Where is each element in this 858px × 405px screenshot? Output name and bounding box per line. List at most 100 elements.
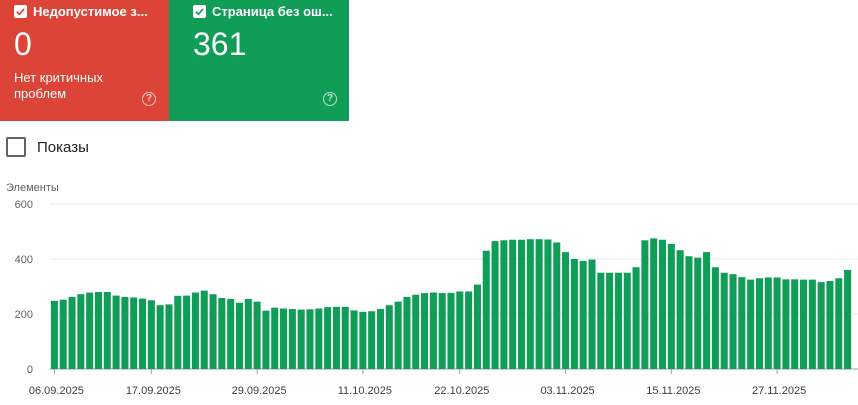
bar <box>350 310 358 369</box>
x-tick-label: 29.09.2025 <box>232 385 287 397</box>
bar <box>341 306 349 369</box>
bar <box>50 300 58 369</box>
bar <box>509 239 517 369</box>
bar <box>588 259 596 369</box>
bar <box>235 302 244 369</box>
bar <box>130 297 138 369</box>
bar <box>535 239 543 369</box>
card-subtitle-line: проблем <box>14 86 67 101</box>
status-card-valid[interactable]: Страница без ош... 361 ? <box>169 0 349 121</box>
bar <box>729 274 737 369</box>
impressions-checkbox[interactable] <box>6 137 26 157</box>
bar <box>183 295 191 369</box>
bar <box>755 278 763 369</box>
bar <box>623 272 631 369</box>
help-circle-icon[interactable]: ? <box>323 92 337 106</box>
bar <box>658 239 667 369</box>
bar <box>579 260 587 369</box>
bar <box>288 309 296 369</box>
bar <box>421 293 429 369</box>
card-subtitle-line: Нет критичных <box>14 70 103 85</box>
y-tick-label: 200 <box>15 309 33 321</box>
bar <box>376 309 385 369</box>
bar <box>412 294 420 369</box>
bar <box>597 272 605 369</box>
bar <box>139 298 147 369</box>
bar <box>606 272 614 369</box>
status-card-invalid[interactable]: Недопустимое з... 0 Нет критичных пробле… <box>0 0 169 121</box>
bar <box>641 240 649 369</box>
bar <box>227 298 235 370</box>
bar <box>482 250 490 369</box>
bar <box>315 308 323 369</box>
bar <box>385 305 393 369</box>
bar <box>403 296 411 369</box>
card-value: 361 <box>193 26 247 62</box>
bar <box>685 256 693 369</box>
x-tick-label: 17.09.2025 <box>126 385 181 397</box>
bar <box>808 279 816 370</box>
bar <box>59 299 67 369</box>
bar <box>86 292 94 369</box>
card-subtitle: Нет критичных проблем <box>14 70 155 102</box>
bar <box>694 257 702 369</box>
card-label: Страница без ош... <box>212 3 333 19</box>
bar <box>800 279 808 370</box>
bar <box>121 296 129 369</box>
x-tick-label: 27.11.2025 <box>752 385 806 397</box>
bar <box>262 310 270 369</box>
help-circle-icon[interactable]: ? <box>142 92 156 106</box>
bar <box>297 309 305 369</box>
bar <box>156 305 164 369</box>
bar <box>703 252 711 370</box>
bar <box>650 238 658 370</box>
bar <box>429 292 437 369</box>
bar <box>359 311 367 369</box>
bar <box>764 277 772 369</box>
bar <box>394 301 402 370</box>
bar <box>826 281 834 369</box>
impressions-label: Показы <box>37 138 89 156</box>
bar <box>438 293 446 369</box>
bar <box>570 259 578 369</box>
bar <box>747 279 755 370</box>
bar <box>773 277 781 369</box>
x-tick-label: 11.10.2025 <box>338 385 392 397</box>
bar <box>844 270 852 369</box>
bar <box>711 267 719 369</box>
bar <box>218 298 226 369</box>
bar <box>68 296 76 369</box>
bar <box>500 240 508 369</box>
bar <box>553 242 561 369</box>
bar <box>817 282 825 369</box>
bar <box>253 301 261 370</box>
bar <box>200 290 208 370</box>
card-value: 0 <box>14 26 32 62</box>
y-tick-label: 600 <box>15 199 33 211</box>
bar <box>676 250 684 369</box>
y-tick-label: 0 <box>27 364 33 376</box>
x-tick-label: 22.10.2025 <box>434 385 489 397</box>
bar <box>835 278 843 369</box>
bar <box>465 291 473 369</box>
impressions-toggle[interactable]: Показы <box>6 137 89 157</box>
bar <box>332 306 340 369</box>
bar <box>209 294 217 369</box>
card-checkbox-checked-icon[interactable] <box>193 4 206 18</box>
bar <box>94 292 102 369</box>
bar <box>544 239 552 369</box>
bar <box>614 272 622 369</box>
bar <box>306 309 314 369</box>
bar <box>632 267 640 369</box>
card-checkbox-checked-icon[interactable] <box>14 4 27 18</box>
x-tick-label: 15.11.2025 <box>646 385 700 397</box>
bar <box>112 295 120 369</box>
bar <box>667 243 675 370</box>
items-bar-chart: Элементы 0 200 400 600 06.09.2025 17.09.2025 29… <box>6 182 858 397</box>
bar <box>147 300 155 369</box>
bar <box>165 304 173 370</box>
x-tick-label: 06.09.2025 <box>29 385 84 397</box>
y-axis-label: Элементы <box>6 182 59 194</box>
bar <box>526 239 534 369</box>
bar <box>562 252 570 370</box>
